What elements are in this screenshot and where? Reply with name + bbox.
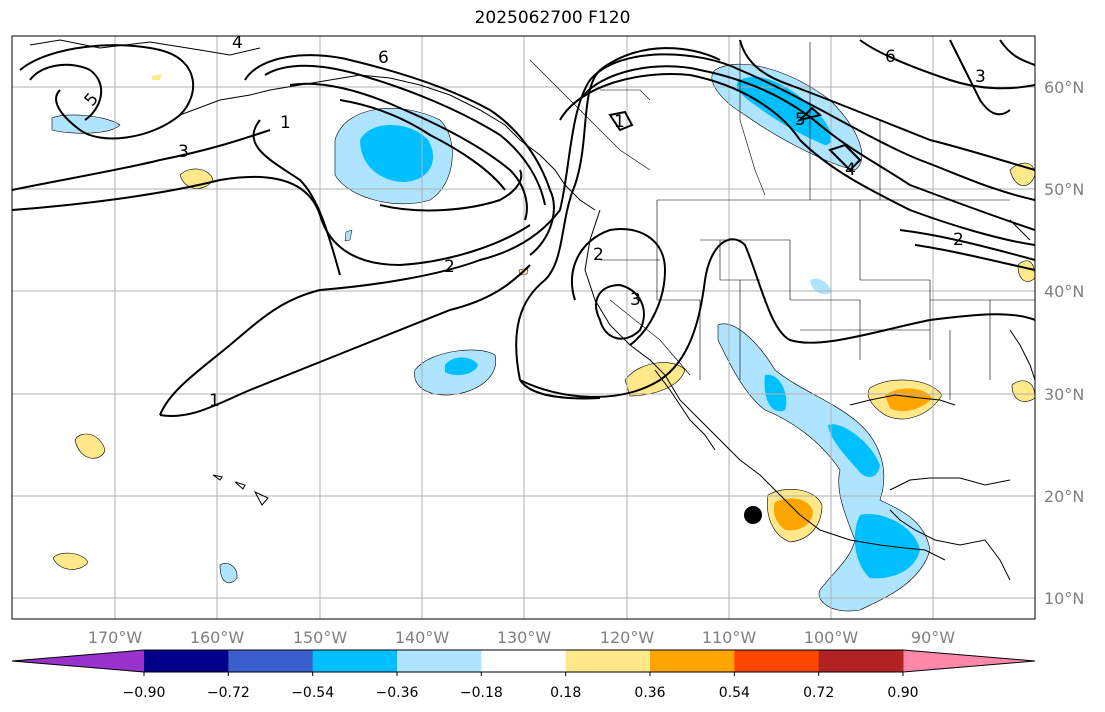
colorbar-segment [144, 650, 229, 672]
contour-label: 1 [209, 391, 220, 411]
lat-tick-label: 50°N [1044, 180, 1084, 199]
lat-tick-label: 60°N [1044, 78, 1084, 97]
colorbar-tick-label: 0.72 [803, 685, 834, 701]
contour-label: 6 [885, 47, 896, 67]
lon-tick-label: 120°W [600, 628, 655, 647]
contour-label: 3 [975, 67, 986, 87]
height-contours [12, 39, 1035, 417]
colorbar-segment [312, 650, 398, 672]
colorbar-tick-label: 0.18 [550, 685, 581, 701]
lon-tick-label: 140°W [395, 628, 450, 647]
colorbar-segment [818, 650, 904, 672]
lon-tick-label: 130°W [497, 628, 552, 647]
colorbar-segment [734, 650, 820, 672]
colorbar-tick-label: −0.18 [460, 685, 503, 701]
lon-tick-label: 160°W [190, 628, 245, 647]
contour-label: 4 [232, 33, 243, 53]
coastlines [29, 39, 1035, 581]
contour-label: 1 [614, 112, 625, 132]
map-title: 2025062700 F120 [474, 8, 631, 28]
colorbar-tick-label: 0.36 [634, 685, 665, 701]
storm-position-marker [744, 506, 762, 524]
contour-label: 3 [178, 142, 189, 162]
contour-label: 3 [630, 290, 641, 310]
positive-anomaly-shading [52, 74, 1035, 570]
lon-tick-label: 90°W [911, 628, 955, 647]
colorbar-segment [650, 650, 735, 672]
colorbar-tick-label: −0.90 [123, 685, 166, 701]
colorbar-tick-label: −0.54 [291, 685, 334, 701]
lon-tick-label: 150°W [293, 628, 348, 647]
colorbar-segment [228, 650, 314, 672]
contour-label: 2 [444, 257, 455, 277]
contour-label: 4 [845, 160, 856, 180]
lat-tick-label: 40°N [1044, 282, 1084, 301]
colorbar-segment [481, 650, 567, 672]
colorbar-extend-high [903, 650, 1035, 672]
lon-tick-label: 100°W [804, 628, 859, 647]
colorbar: −0.90 −0.72 −0.54 −0.36 −0.18 0.18 0.36 0.54 0.7… [11, 649, 1036, 701]
contour-label: 1 [280, 113, 291, 133]
lat-tick-label: 30°N [1044, 385, 1084, 404]
contour-label: 5 [795, 110, 806, 130]
colorbar-segment [565, 650, 651, 672]
lon-tick-label: 110°W [702, 628, 757, 647]
latitude-tick-labels: 60°N 50°N 40°N 30°N 20°N 10°N [1044, 78, 1084, 608]
colorbar-tick-label: 0.54 [719, 685, 750, 701]
longitude-tick-labels: 170°W 160°W 150°W 140°W 130°W 120°W 110°… [88, 628, 955, 647]
colorbar-segment [397, 650, 482, 672]
contour-label: 2 [953, 230, 964, 250]
plot-frame [11, 35, 1036, 620]
colorbar-tick-label: 0.90 [887, 685, 918, 701]
lon-tick-label: 170°W [88, 628, 143, 647]
colorbar-extend-low [12, 650, 144, 672]
colorbar-tick-label: −0.36 [376, 685, 419, 701]
lat-tick-label: 10°N [1044, 589, 1084, 608]
lat-tick-label: 20°N [1044, 487, 1084, 506]
contour-label: 6 [378, 48, 389, 68]
contour-label: 2 [593, 245, 604, 265]
colorbar-tick-label: −0.72 [207, 685, 250, 701]
